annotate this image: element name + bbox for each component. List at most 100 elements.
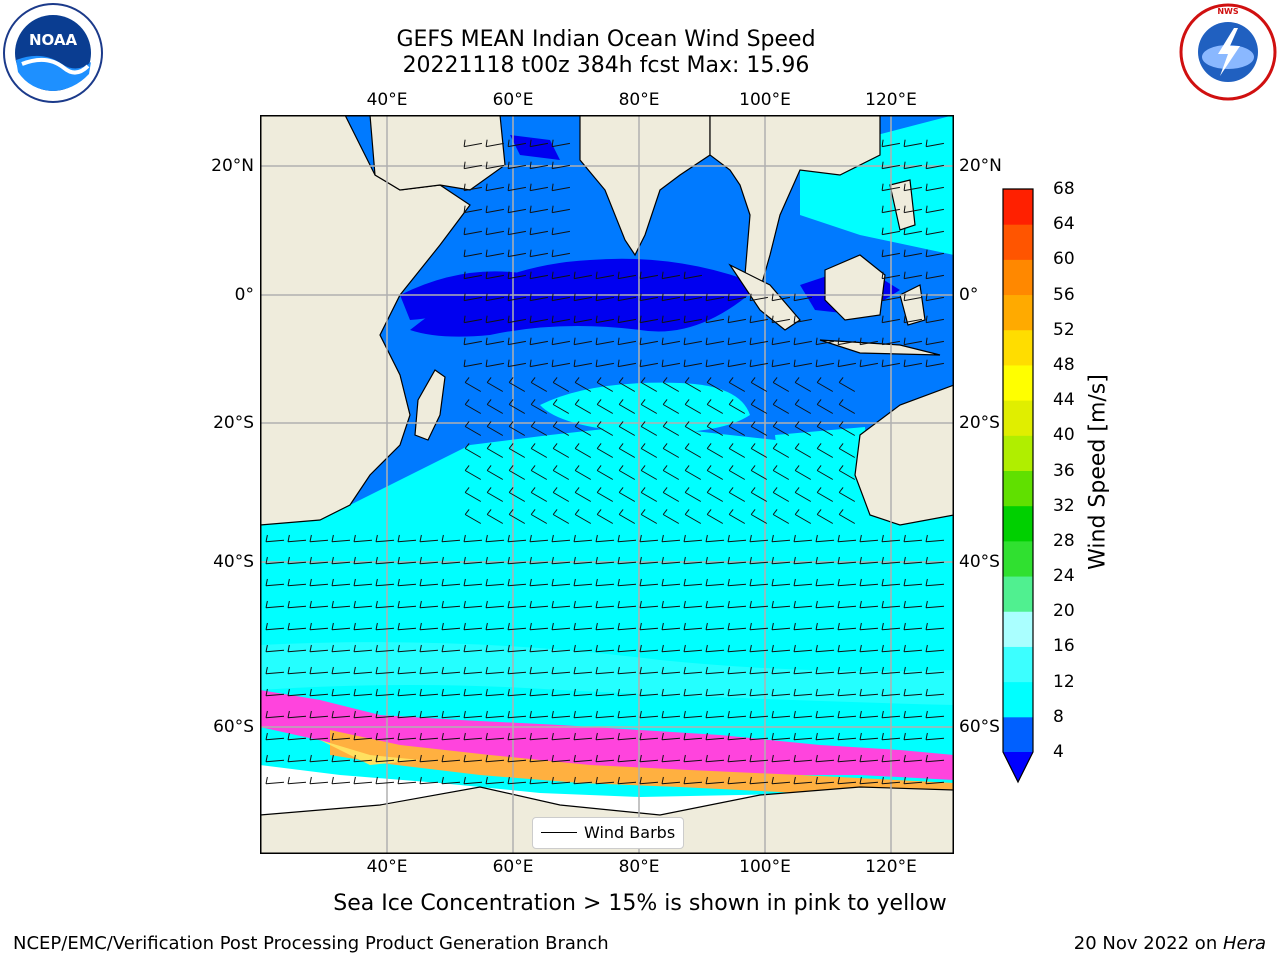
wind-barb [574, 399, 592, 414]
wind-barb [287, 732, 307, 741]
wind-barb [441, 534, 461, 543]
wind-barb [573, 600, 593, 609]
wind-barb [881, 161, 900, 170]
wind-barb [881, 688, 901, 697]
wind-barb [507, 688, 527, 697]
lat-label-left: 0° [234, 285, 254, 305]
wind-barb [838, 487, 856, 502]
wind-barb [464, 487, 482, 502]
wind-barb [794, 443, 812, 458]
wind-barb [816, 465, 834, 480]
wind-barb [573, 578, 593, 587]
wind-barb [793, 644, 813, 653]
wind-barb [508, 465, 526, 480]
wind-barb [375, 710, 395, 719]
wind-barb-legend-line [541, 832, 577, 833]
wind-barb [771, 754, 791, 763]
wind-barb [507, 710, 527, 719]
wind-barb [375, 622, 395, 631]
wind-barb [508, 443, 526, 458]
colorbar-tick-label: 68 [1053, 179, 1075, 199]
lat-label-left: 20°S [213, 413, 254, 433]
wind-barb [793, 315, 812, 324]
wind-barb [727, 622, 747, 631]
wind-barb [419, 644, 439, 653]
wind-barb [309, 754, 329, 763]
wind-barb [815, 710, 835, 719]
wind-barb [661, 534, 681, 543]
wind-barb [309, 710, 329, 719]
lon-label-bottom: 120°E [865, 857, 917, 877]
lat-label-right: 60°S [959, 717, 1000, 737]
wind-barb [441, 578, 461, 587]
wind-barb [727, 337, 746, 346]
wind-barb [507, 534, 527, 543]
wind-barb [331, 688, 351, 697]
wind-barb [331, 556, 351, 565]
wind-barb [529, 776, 549, 785]
wind-barb [485, 534, 505, 543]
wind-barb [859, 534, 879, 543]
wind-barb [573, 666, 593, 675]
wind-barb [640, 377, 658, 392]
colorbar-segment [1003, 364, 1033, 401]
wind-barb [771, 644, 791, 653]
wind-barb [618, 509, 636, 524]
wind-barb [463, 666, 483, 675]
wind-barb [772, 487, 790, 502]
wind-barb [573, 710, 593, 719]
wind-barb [639, 293, 658, 302]
wind-barb [309, 600, 329, 609]
wind-barb [815, 600, 835, 609]
wind-barb [530, 487, 548, 502]
wind-barb [684, 509, 702, 524]
wind-barb [441, 556, 461, 565]
wind-barb [485, 754, 505, 763]
wind-barb [463, 710, 483, 719]
wind-barb [486, 399, 504, 414]
wind-barb [507, 556, 527, 565]
wind-barb [529, 227, 548, 236]
wind-barb [727, 578, 747, 587]
wind-barb [903, 776, 923, 785]
wind-barb [596, 465, 614, 480]
wind-barb [750, 399, 768, 414]
wind-barb [837, 337, 856, 346]
wind-barb [903, 205, 922, 214]
wind-barb [903, 644, 923, 653]
colorbar [1002, 188, 1034, 784]
wind-barb [794, 399, 812, 414]
map-subtitle-forecast: 20221118 t00z 384h fcst Max: 15.96 [402, 53, 810, 78]
wind-barb [925, 776, 945, 785]
wind-barb [705, 732, 725, 741]
wind-barb [529, 534, 549, 543]
wind-barb [265, 688, 285, 697]
wind-barb [705, 293, 724, 302]
wind-barb [265, 622, 285, 631]
wind-barb [794, 465, 812, 480]
wind-barb [881, 556, 901, 565]
wind-barb [925, 534, 945, 543]
wind-barb [529, 249, 548, 258]
wind-barb [925, 315, 944, 324]
wind-barb [662, 465, 680, 480]
wind-barb [419, 600, 439, 609]
wind-barb [684, 443, 702, 458]
wind-barb [486, 465, 504, 480]
colorbar-tick-label: 32 [1053, 495, 1075, 516]
wind-barb [595, 688, 615, 697]
wind-barb [705, 556, 725, 565]
wind-barb [419, 732, 439, 741]
wind-barb [419, 534, 439, 543]
wind-barb [705, 315, 724, 324]
wind-barb [441, 600, 461, 609]
wind-barb [265, 754, 285, 763]
wind-barb [530, 443, 548, 458]
wind-barb [925, 227, 944, 236]
wind-barb [287, 754, 307, 763]
wind-barb [617, 666, 637, 675]
wind-barb [683, 688, 703, 697]
wind-barb [574, 443, 592, 458]
wind-barb [551, 732, 571, 741]
wind-barb [397, 710, 417, 719]
